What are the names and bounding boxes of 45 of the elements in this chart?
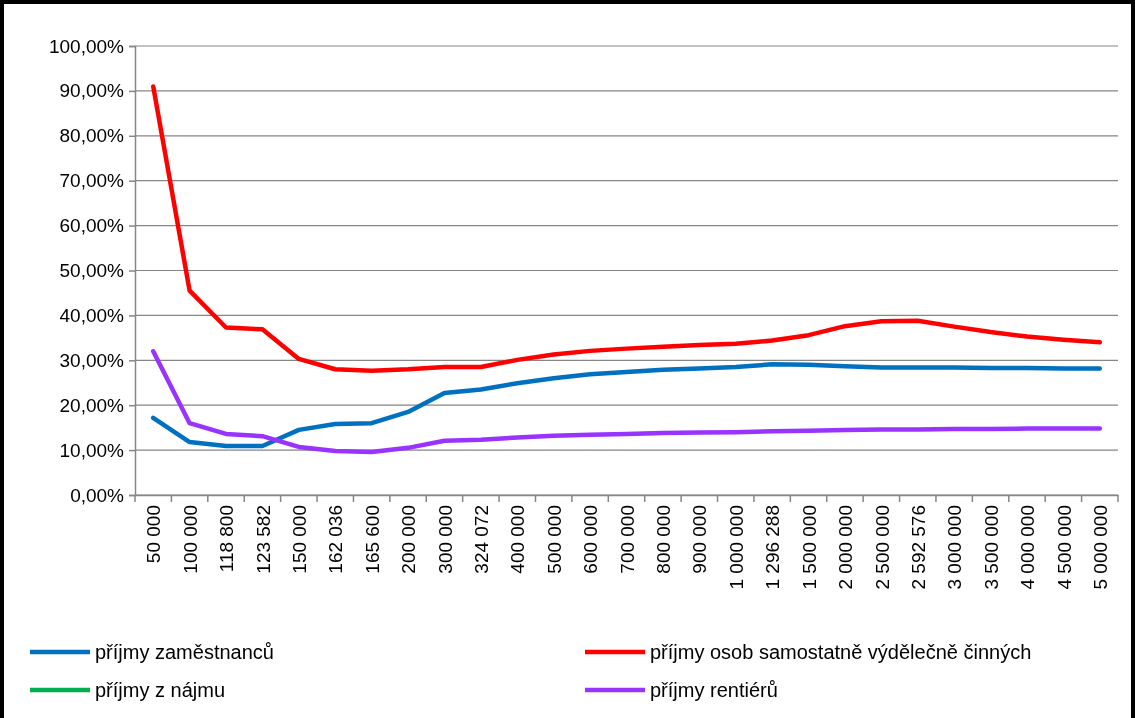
line-series bbox=[150, 84, 1103, 373]
x-tick-label: 118 800 bbox=[216, 505, 238, 573]
y-tick-label: 20,00% bbox=[59, 394, 125, 416]
x-tick-label: 400 000 bbox=[507, 505, 529, 574]
x-tick-label: 1 000 000 bbox=[725, 505, 747, 590]
x-tick-label: 324 072 bbox=[471, 505, 493, 574]
x-tick-label: 165 600 bbox=[361, 505, 383, 574]
y-tick-label: 0,00% bbox=[70, 484, 125, 506]
x-tick-label: 3 500 000 bbox=[980, 505, 1002, 590]
line-series bbox=[150, 362, 1103, 449]
x-tick-label: 800 000 bbox=[653, 505, 675, 574]
x-tick-label: 4 000 000 bbox=[1017, 505, 1039, 590]
x-tick-label: 2 592 576 bbox=[907, 505, 929, 590]
y-tick-label: 50,00% bbox=[59, 260, 125, 282]
y-tick-label: 70,00% bbox=[59, 170, 125, 192]
x-tick-label: 700 000 bbox=[616, 505, 638, 574]
x-tick-label: 5 000 000 bbox=[1089, 505, 1111, 590]
x-tick-label: 3 000 000 bbox=[944, 505, 966, 590]
y-tick-label: 90,00% bbox=[59, 80, 125, 102]
x-tick-label: 100 000 bbox=[179, 505, 201, 574]
y-tick-label: 80,00% bbox=[59, 125, 125, 147]
legend-label: příjmy rentiérů bbox=[650, 679, 778, 701]
legend-label: příjmy z nájmu bbox=[95, 679, 226, 701]
legend-label: příjmy osob samostatně výdělečně činných bbox=[650, 641, 1032, 663]
x-tick-label: 4 500 000 bbox=[1053, 505, 1075, 590]
x-tick-label: 2 500 000 bbox=[871, 505, 893, 590]
x-tick-label: 1 500 000 bbox=[798, 505, 820, 590]
y-tick-label: 60,00% bbox=[59, 215, 125, 237]
y-tick-label: 100,00% bbox=[48, 35, 125, 57]
x-tick-label: 150 000 bbox=[288, 505, 310, 574]
line-series bbox=[150, 349, 1103, 455]
x-tick-label: 123 582 bbox=[252, 505, 274, 574]
x-tick-label: 900 000 bbox=[689, 505, 711, 574]
y-tick-label: 10,00% bbox=[59, 439, 125, 461]
y-tick-label: 30,00% bbox=[59, 349, 125, 371]
y-tick-label: 40,00% bbox=[59, 304, 125, 326]
x-tick-label: 162 036 bbox=[325, 505, 347, 574]
x-tick-label: 2 000 000 bbox=[835, 505, 857, 590]
x-tick-label: 200 000 bbox=[398, 505, 420, 574]
x-tick-label: 600 000 bbox=[580, 505, 602, 574]
x-tick-label: 500 000 bbox=[543, 505, 565, 574]
x-tick-label: 50 000 bbox=[143, 505, 165, 564]
legend-label: příjmy zaměstnanců bbox=[95, 641, 274, 663]
x-tick-label: 1 296 288 bbox=[762, 505, 784, 590]
x-tick-label: 300 000 bbox=[434, 505, 456, 574]
